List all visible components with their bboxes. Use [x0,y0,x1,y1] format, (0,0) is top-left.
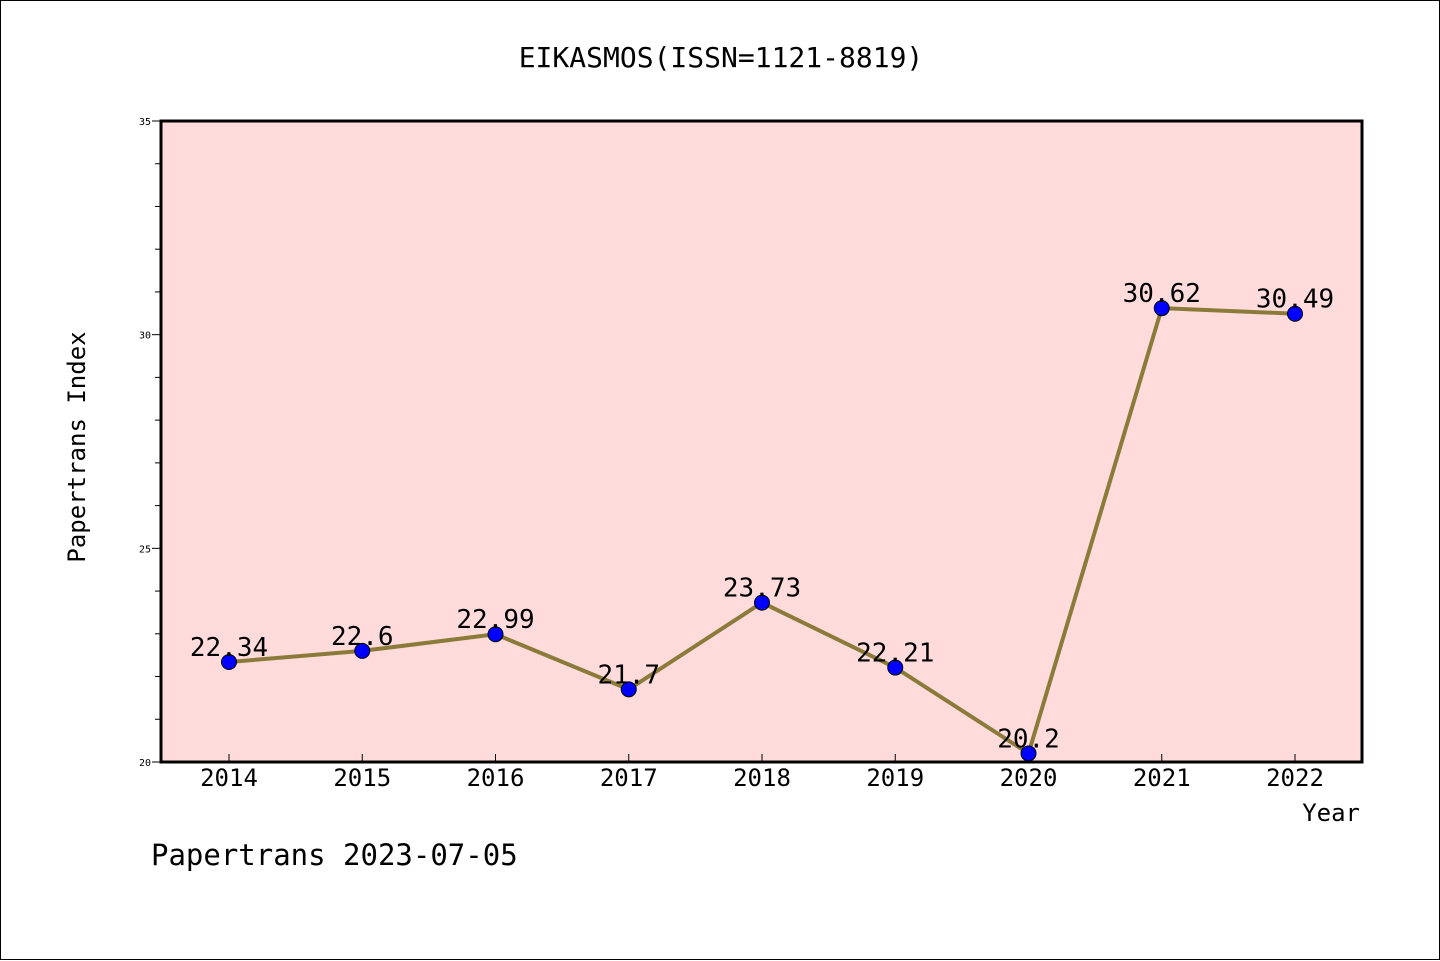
x-tick-label: 2018 [733,764,791,792]
data-label: 23.73 [723,574,801,604]
data-labels: 22.34 22.6 22.99 21.7 23.73 22.21 20.2 30.62 30.… [190,279,1334,754]
data-point [620,681,637,698]
data-label: 22.6 [331,622,394,652]
data-label: 22.99 [456,605,534,635]
data-label: 20.2 [997,724,1060,754]
data-point [1153,300,1170,317]
data-label: 21.7 [597,660,660,690]
data-point [754,594,770,611]
y-axis-ticks: 20 25 30 35 [139,117,161,769]
y-tick-label: 25 [139,544,151,555]
data-label: 30.62 [1123,279,1201,309]
y-axis-label: Papertrans Index [63,331,91,562]
data-label: 30.49 [1256,285,1334,315]
y-tick-label: 20 [139,758,151,769]
data-points [221,300,1303,762]
x-tick-label: 2020 [1000,764,1058,792]
data-point [887,659,904,676]
x-tick-label: 2016 [467,764,525,792]
data-point [354,642,371,659]
data-point [221,654,237,671]
data-point [1020,745,1037,762]
y-tick-label: 35 [139,117,151,128]
data-point [487,626,504,643]
footer-caption: Papertrans 2023-07-05 [151,838,518,872]
data-label: 22.21 [856,639,934,669]
chart-title: EIKASMOS(ISSN=1121-8819) [519,41,924,74]
y-tick-label: 30 [139,331,151,342]
x-tick-label: 2014 [200,764,258,792]
data-label: 22.34 [190,633,268,663]
x-tick-label: 2021 [1133,764,1191,792]
x-tick-label: 2017 [600,764,658,792]
data-point [1287,305,1303,322]
x-tick-label: 2019 [866,764,924,792]
x-tick-label: 2022 [1266,764,1324,792]
x-axis-label: Year [1302,799,1360,827]
x-axis-ticks: 2014 2015 2016 2017 2018 2019 2020 2021 2022 [200,754,1324,792]
plot-area [159,119,1364,764]
x-tick-label: 2015 [333,764,391,792]
